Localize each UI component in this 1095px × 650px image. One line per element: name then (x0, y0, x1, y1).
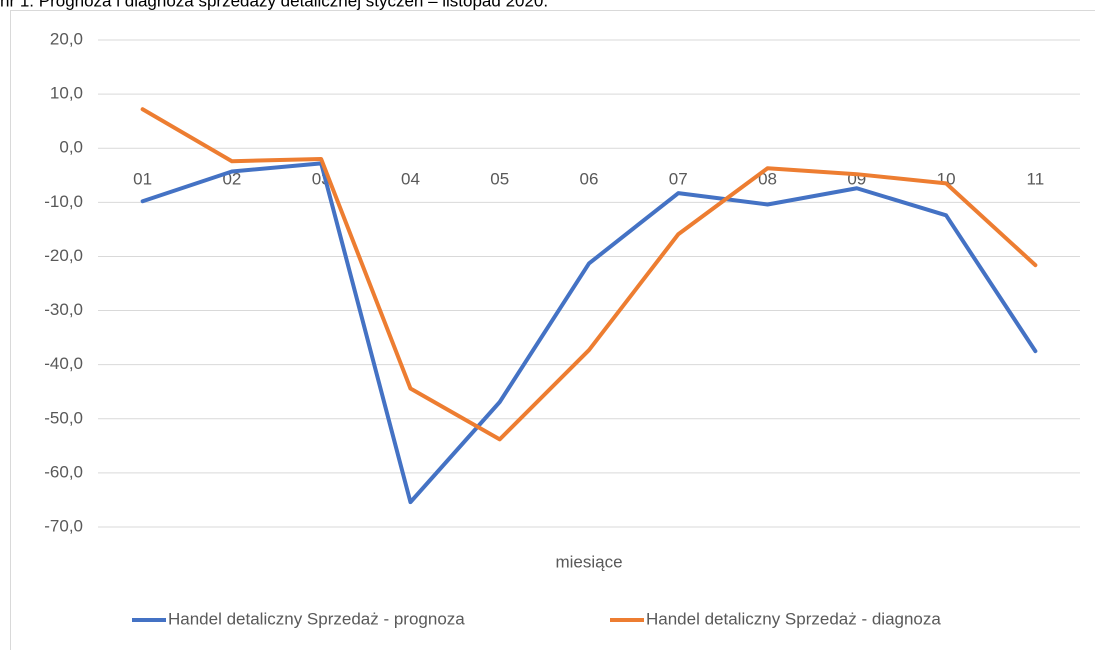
x-tick-label: 06 (580, 170, 599, 189)
x-tick-label: 08 (758, 170, 777, 189)
y-tick-label: 20,0 (50, 29, 83, 48)
series-line (140, 161, 1038, 505)
series-line (140, 107, 1038, 442)
x-axis-title: miesiące (555, 552, 622, 571)
chart-border (10, 10, 1095, 650)
y-tick-label: -30,0 (44, 300, 83, 319)
y-tick-label: -40,0 (44, 354, 83, 373)
y-tick-label: -60,0 (44, 462, 83, 481)
x-tick-label: 05 (490, 170, 509, 189)
y-tick-label: 10,0 (50, 84, 83, 103)
x-tick-label: 01 (133, 170, 152, 189)
chart-title: nr 1. Prognoza i diagnoza sprzedaży deta… (0, 0, 548, 10)
x-tick-label: 04 (401, 170, 420, 189)
x-tick-label: 07 (669, 170, 688, 189)
x-tick-label: 11 (1027, 170, 1045, 189)
y-tick-label: 0,0 (59, 138, 83, 157)
y-tick-label: -20,0 (44, 246, 83, 265)
y-tick-label: -10,0 (44, 192, 83, 211)
y-tick-label: -50,0 (44, 408, 83, 427)
legend-label: Handel detaliczny Sprzedaż - prognoza (168, 609, 465, 628)
legend-label: Handel detaliczny Sprzedaż - diagnoza (646, 609, 941, 628)
y-tick-label: -70,0 (44, 516, 83, 535)
